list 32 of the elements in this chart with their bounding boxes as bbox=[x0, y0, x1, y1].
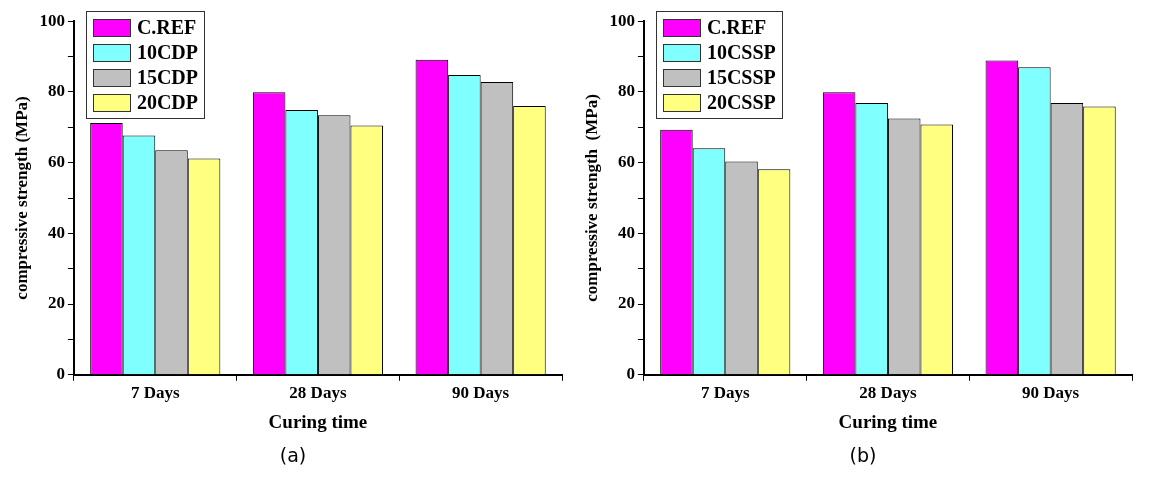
legend-label: 20CDP bbox=[136, 91, 198, 115]
text: (a) bbox=[278, 444, 308, 466]
x-axis-title: Curing time bbox=[268, 410, 368, 432]
x-tick-label: 28 Days bbox=[859, 383, 917, 403]
y-axis-title: compressive strength (MPa) bbox=[11, 96, 31, 300]
legend-label: 15CDP bbox=[136, 66, 198, 90]
y-tick-label: 60 bbox=[617, 152, 635, 172]
y-tick-label: 40 bbox=[617, 222, 635, 242]
legend-label: C.REF bbox=[136, 16, 197, 40]
y-tick-label: 0 bbox=[626, 364, 635, 384]
legend-label: 10CSSP bbox=[706, 41, 776, 65]
x-tick-label: 28 Days bbox=[289, 383, 347, 403]
legend-label: C.REF bbox=[706, 16, 767, 40]
y-tick-label: 100 bbox=[39, 10, 65, 30]
y-tick-label: 80 bbox=[47, 81, 65, 101]
y-axis-title: compressive strength (MPa) bbox=[581, 94, 601, 302]
x-axis-title: Curing time bbox=[838, 410, 938, 432]
y-tick-label: 40 bbox=[47, 222, 65, 242]
x-tick-label: 90 Days bbox=[452, 383, 510, 403]
legend-label: 20CSSP bbox=[706, 91, 776, 115]
text: (b) bbox=[848, 444, 878, 466]
legend-label: 15CSSP bbox=[706, 66, 776, 90]
legend-label: 10CDP bbox=[136, 41, 198, 65]
y-tick-label: 60 bbox=[47, 152, 65, 172]
y-tick-label: 20 bbox=[617, 293, 635, 313]
y-tick-label: 100 bbox=[609, 10, 635, 30]
y-tick-label: 80 bbox=[617, 81, 635, 101]
y-tick-label: 0 bbox=[56, 364, 65, 384]
x-tick-label: 90 Days bbox=[1022, 383, 1080, 403]
y-tick-label: 20 bbox=[47, 293, 65, 313]
x-tick-label: 7 Days bbox=[700, 383, 750, 403]
x-tick-label: 7 Days bbox=[130, 383, 180, 403]
